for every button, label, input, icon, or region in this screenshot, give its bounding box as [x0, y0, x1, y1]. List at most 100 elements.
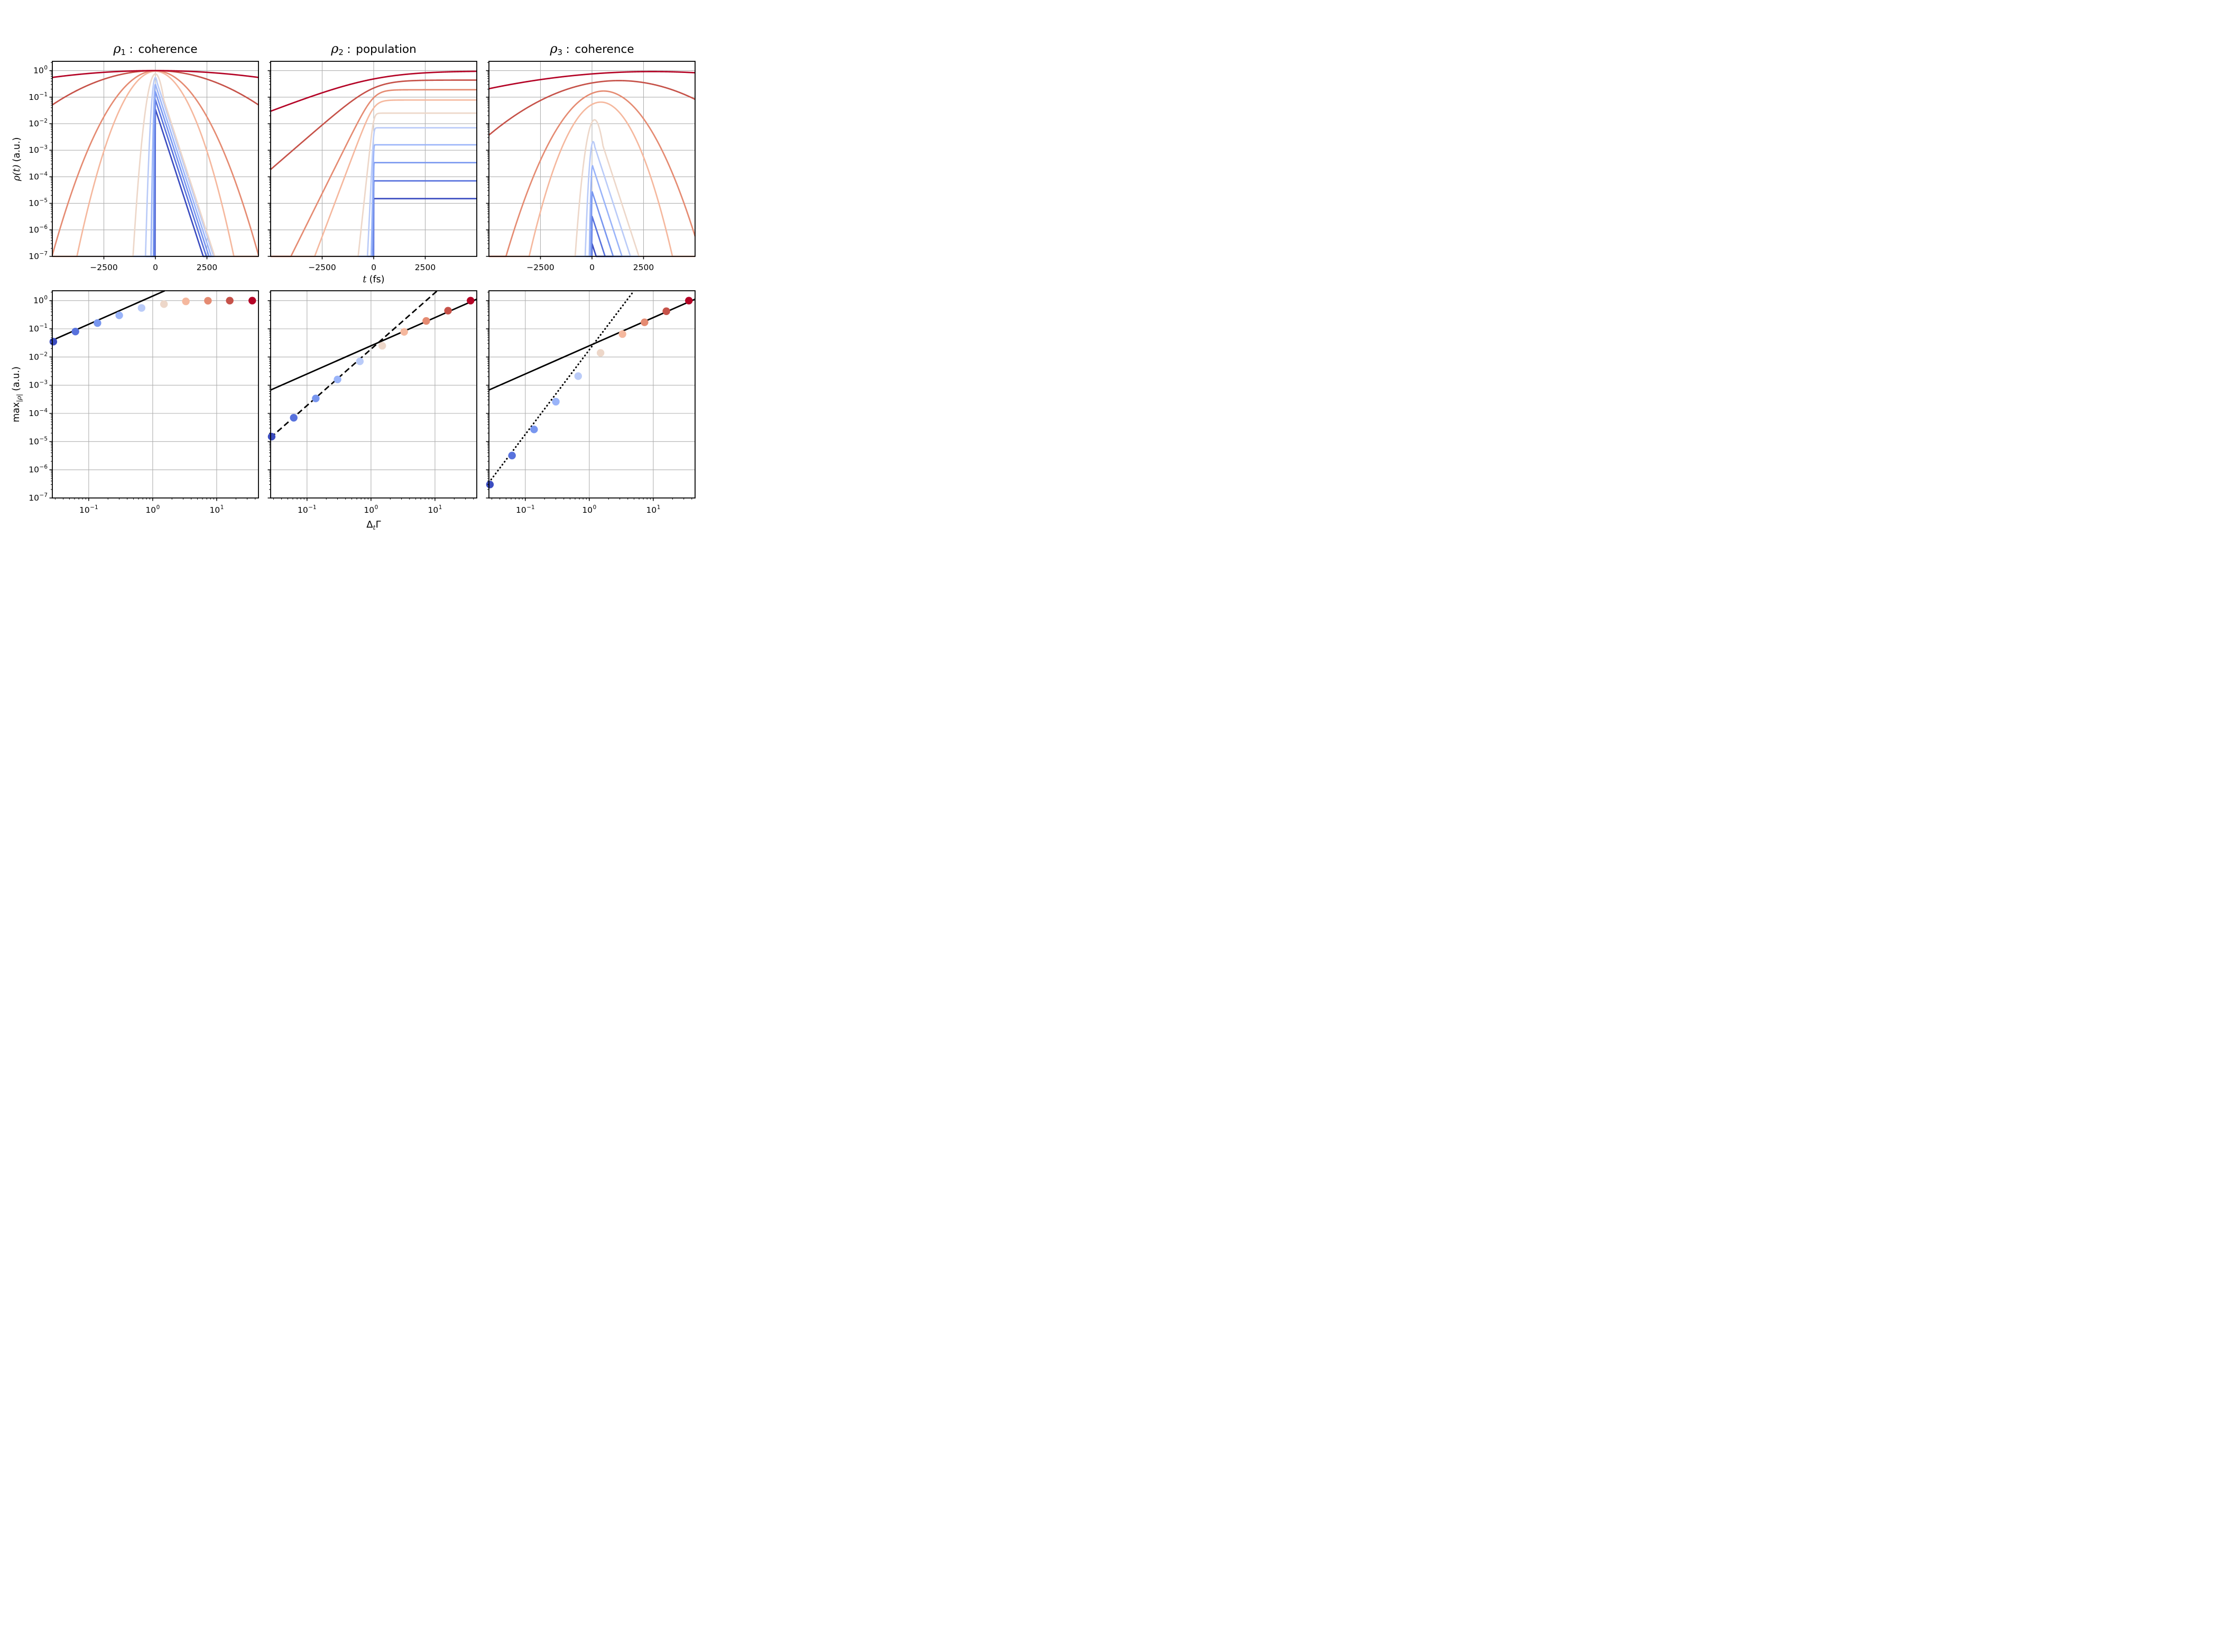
- guide-line-solid: [52, 290, 165, 342]
- scatter-point: [334, 375, 341, 383]
- x-tick-label: 10−1: [298, 504, 317, 515]
- panel-rho3-time-trace: −2500 0 2500: [486, 61, 696, 272]
- scatter-point: [486, 481, 494, 488]
- scatter-point: [267, 432, 276, 441]
- plot-svg: −2500 0 2500 100 10−1 10−2 10−3 10−4 10−5 10−6 10−…: [29, 61, 696, 515]
- scatter-point: [115, 311, 123, 319]
- y-tick-label: 100: [33, 295, 48, 306]
- scatter-point: [400, 328, 408, 336]
- x-axis-label-top-row: t (fs): [363, 274, 384, 285]
- scatter-point: [378, 342, 386, 350]
- x-tick-label: 100: [145, 504, 160, 515]
- panel-title-rho2: ρ2: population: [331, 41, 416, 57]
- scatter-point: [508, 451, 516, 459]
- y-tick-label: 10−4: [29, 408, 48, 418]
- x-tick-label: −2500: [90, 263, 117, 272]
- ylabel-math: ρ(t): [12, 164, 22, 181]
- guide-line-dashed: [270, 290, 438, 438]
- x-tick-label: 101: [209, 504, 224, 515]
- y-tick-label: 10−5: [29, 198, 48, 208]
- x-tick-label: 10−1: [79, 504, 98, 515]
- ylabel-unit: (a.u.): [11, 366, 22, 391]
- curve-rho2-time-trace-series-8: [270, 79, 477, 170]
- scatter-point: [467, 297, 475, 304]
- gamma-symbol: Γ: [375, 519, 381, 530]
- scatter-point: [248, 297, 256, 304]
- title-text: population: [356, 43, 417, 56]
- panel-rho2-time-trace: −2500 0 2500: [267, 61, 477, 272]
- x-tick-label: 2500: [197, 263, 217, 272]
- panel-rho1-max-scaling: 10−1 100 101 100 10−1 10−2 10−3 10−4 10−5 10−6 10−…: [29, 290, 259, 515]
- figure-canvas: −2500 0 2500 100 10−1 10−2 10−3 10−4 10−5 10−6 10−…: [0, 0, 740, 551]
- y-tick-label: 10−7: [29, 251, 48, 261]
- ticks: [267, 292, 474, 501]
- scatter-point: [204, 297, 212, 305]
- x-tick-label: 0: [153, 263, 158, 272]
- curve-rho2-time-trace-series-7: [270, 89, 477, 257]
- scatter-point: [312, 394, 320, 402]
- x-axis-label-bottom-row: ΔtΓ: [366, 519, 381, 531]
- axes-spines: [488, 290, 696, 499]
- y-tick-label: 10−2: [29, 351, 48, 362]
- scatter-point: [641, 318, 649, 326]
- y-tick-label: 10−1: [29, 91, 48, 102]
- scatter-point: [226, 297, 234, 304]
- axes-spines: [52, 290, 259, 499]
- x-tick-label: 2500: [633, 263, 654, 272]
- panel-rho2-max-scaling: 10−1 100 101: [267, 290, 477, 515]
- y-tick-label: 100: [33, 65, 48, 76]
- scatter-point: [94, 319, 101, 327]
- scatter-point: [685, 297, 693, 304]
- ticks: [49, 62, 208, 260]
- ylabel-sub: |ρ|: [15, 393, 23, 402]
- title-text: coherence: [575, 43, 634, 56]
- scatter-point: [596, 349, 605, 357]
- rho-subscript: 2: [338, 48, 344, 57]
- grid: [271, 291, 477, 499]
- scatter-point: [290, 414, 298, 422]
- y-tick-label: 10−6: [29, 464, 48, 475]
- title-separator: :: [566, 43, 570, 56]
- scatter-point: [137, 304, 146, 312]
- rho-symbol: ρ: [113, 41, 121, 56]
- x-tick-label: 2500: [415, 263, 436, 272]
- delta-symbol: Δ: [366, 519, 373, 530]
- scatter-point: [552, 398, 560, 406]
- y-tick-label: 10−4: [29, 171, 48, 181]
- axes-spines: [270, 290, 477, 499]
- ticks: [49, 292, 256, 501]
- ylabel-unit: (a.u.): [12, 137, 22, 162]
- xlabel-math: t: [363, 274, 367, 285]
- guide-line-solid: [270, 298, 477, 391]
- ticks: [486, 62, 644, 260]
- x-tick-label: 101: [646, 504, 660, 515]
- curve-rho3-time-trace-series-8: [488, 80, 696, 136]
- y-tick-label: 10−3: [29, 144, 48, 155]
- x-tick-label: 100: [582, 504, 596, 515]
- ticks: [486, 292, 692, 501]
- x-tick-label: −2500: [308, 263, 336, 272]
- xlabel-unit: (fs): [369, 274, 385, 285]
- x-tick-label: 0: [371, 263, 376, 272]
- scatter-point: [71, 327, 79, 336]
- panel-rho3-max-scaling: 10−1 100 101: [486, 290, 696, 515]
- scatter-point: [182, 297, 190, 306]
- x-tick-label: 0: [589, 263, 595, 272]
- guide-line-dotted: [488, 290, 635, 484]
- scatter-point: [574, 372, 582, 380]
- rho-symbol: ρ: [331, 41, 339, 56]
- panel-title-rho3: ρ3: coherence: [550, 41, 634, 57]
- curve-rho3-time-trace-series-9: [488, 71, 696, 90]
- x-tick-label: 10−1: [516, 504, 535, 515]
- grid: [52, 291, 258, 499]
- scatter-point: [530, 426, 538, 433]
- ticks: [267, 62, 426, 260]
- scatter-point: [49, 338, 58, 346]
- curve-rho2-time-trace-series-9: [270, 70, 477, 112]
- scatter-point: [618, 330, 626, 338]
- panel-title-rho1: ρ1: coherence: [113, 41, 197, 57]
- x-tick-label: 101: [428, 504, 442, 515]
- scatter-point: [662, 307, 670, 315]
- curve-rho1-time-trace-series-9: [52, 70, 259, 78]
- title-text: coherence: [138, 43, 198, 56]
